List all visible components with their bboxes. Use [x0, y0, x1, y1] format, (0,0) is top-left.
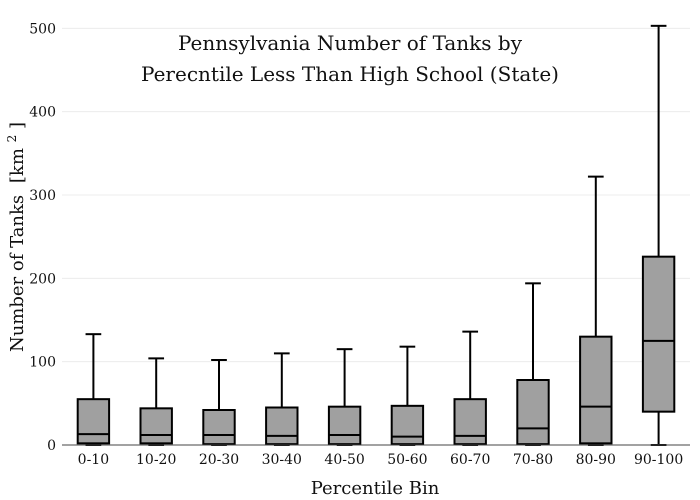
x-tick-label: 30-40	[262, 452, 302, 468]
y-axis-title: Number of Tanks [km 2 ]	[0, 122, 28, 352]
y-axis-title-unit-close: ]	[7, 122, 28, 129]
iqr-box	[579, 335, 613, 445]
box-70-80	[516, 282, 550, 446]
box-10-20	[139, 357, 173, 446]
y-axis-title-text: Number of Tanks	[7, 195, 28, 352]
iqr-box	[76, 398, 111, 445]
iqr-box	[327, 405, 362, 446]
box-0-10	[76, 333, 111, 446]
x-tick-label: 20-30	[199, 452, 239, 468]
x-tick-label: 40-50	[324, 452, 364, 468]
y-axis-title-unit: [km	[7, 148, 28, 183]
chart-title-line-1: Pennsylvania Number of Tanks by	[178, 31, 523, 55]
x-tick-label: 70-80	[513, 452, 553, 468]
x-tick-label: 90-100	[634, 452, 683, 468]
iqr-box	[390, 404, 425, 446]
box-90-100	[641, 24, 676, 446]
box-20-30	[202, 359, 236, 446]
iqr-box	[641, 255, 676, 413]
box-30-40	[265, 352, 299, 446]
iqr-box	[265, 406, 299, 446]
iqr-box	[139, 407, 173, 445]
x-tick-label: 10-20	[136, 452, 176, 468]
iqr-box	[516, 379, 550, 446]
y-tick-label: 200	[29, 271, 56, 287]
box-40-50	[327, 348, 362, 446]
box-80-90	[579, 175, 613, 446]
y-axis-title-unit-sup: 2	[5, 135, 19, 143]
y-tick-label: 0	[47, 438, 56, 454]
x-tick-label: 60-70	[450, 452, 490, 468]
y-tick-label: 300	[29, 188, 56, 204]
y-tick-label: 500	[29, 21, 56, 37]
y-tick-label: 100	[29, 355, 56, 371]
box-series	[76, 24, 676, 446]
iqr-box	[453, 398, 487, 446]
x-tick-label: 80-90	[576, 452, 616, 468]
x-tick-label: 0-10	[78, 452, 109, 468]
y-tick-label: 400	[29, 105, 56, 121]
y-tick-labels: 0 100 200 300 400 500	[29, 21, 56, 454]
box-50-60	[390, 345, 425, 446]
iqr-box	[202, 409, 236, 446]
x-axis-title: Percentile Bin	[311, 478, 440, 499]
x-tick-label: 50-60	[387, 452, 427, 468]
chart-title-line-2: Perecntile Less Than High School (State)	[141, 62, 559, 86]
x-tick-labels: 0-10 10-20 20-30 30-40 40-50 50-60 60-70 70-80 8…	[78, 452, 684, 468]
box-60-70	[453, 330, 487, 446]
